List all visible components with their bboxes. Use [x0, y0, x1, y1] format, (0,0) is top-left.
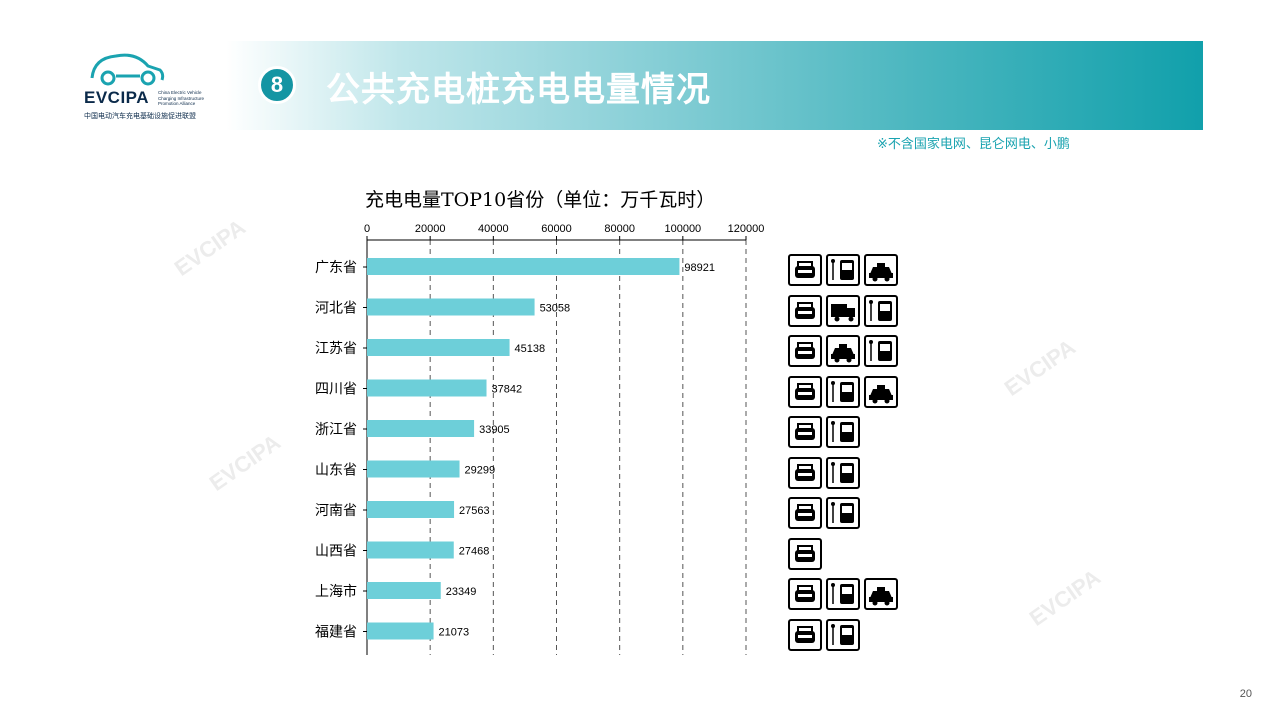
vehicle-icon-row	[788, 537, 822, 572]
bus-icon	[826, 578, 860, 610]
evcipa-logo: EVCIPA China Electric Vehicle Charging I…	[84, 48, 224, 124]
taxi-icon	[864, 578, 898, 610]
bar	[367, 339, 510, 356]
car-icon	[788, 497, 822, 529]
vehicle-icon-row	[788, 618, 860, 653]
car-icon	[788, 578, 822, 610]
bar	[367, 379, 487, 397]
vehicle-icon-row	[788, 375, 898, 410]
car-icon	[788, 254, 822, 286]
data-label: 29299	[465, 465, 496, 477]
bus-icon	[864, 335, 898, 367]
vehicle-icon-row	[788, 497, 860, 531]
category-label: 上海市	[315, 583, 357, 600]
bar	[367, 298, 535, 316]
data-label: 27563	[459, 505, 490, 517]
bus-icon	[864, 294, 898, 327]
car-icon	[788, 456, 822, 489]
section-number-badge: 8	[258, 66, 296, 104]
x-tick-label: 80000	[604, 223, 635, 235]
data-label: 53058	[540, 303, 571, 315]
bar-chart: 充电电量TOP10省份（单位：万千瓦时） 0 20000 40000 60000 8000…	[315, 189, 765, 655]
vehicle-icon-row	[788, 456, 860, 491]
car-icon	[788, 294, 822, 327]
bar	[367, 258, 680, 275]
bus-icon	[826, 497, 860, 529]
car-icon	[788, 335, 822, 367]
category-label: 福建省	[315, 625, 357, 641]
category-label: 河南省	[315, 503, 357, 519]
title-banner	[226, 41, 1203, 130]
category-label: 山西省	[315, 544, 357, 560]
taxi-icon	[864, 375, 898, 408]
page-title: 公共充电桩充电电量情况	[326, 70, 711, 110]
truck-icon	[826, 294, 860, 327]
category-label: 江苏省	[315, 341, 357, 357]
watermark: EVCIPA	[204, 429, 285, 496]
x-tick-label: 100000	[664, 223, 701, 235]
bar	[367, 420, 475, 437]
watermark: EVCIPA	[999, 334, 1080, 401]
bus-icon	[826, 618, 860, 651]
taxi-icon	[864, 254, 898, 286]
vehicle-icon-row	[788, 254, 898, 288]
logo-subtitle-cn: 中国电动汽车充电基础设施促进联盟	[84, 112, 196, 120]
vehicle-icon-row	[788, 335, 898, 369]
data-label: 98921	[684, 262, 715, 274]
category-label: 四川省	[315, 382, 357, 398]
data-label: 23349	[446, 586, 477, 598]
vehicle-icon-row	[788, 294, 898, 329]
page-number: 20	[1239, 688, 1252, 700]
category-label: 河北省	[315, 301, 357, 317]
x-tick-label: 0	[364, 223, 370, 235]
bar	[367, 582, 441, 599]
vehicle-icons-panel	[788, 254, 928, 654]
x-tick-label: 60000	[541, 223, 572, 235]
car-icon	[788, 537, 822, 570]
chart-title: 充电电量TOP10省份（单位：万千瓦时）	[365, 189, 715, 211]
bus-icon	[826, 456, 860, 489]
watermark: EVCIPA	[169, 214, 250, 281]
bus-icon	[826, 416, 860, 448]
footnote: ※不含国家电网、昆仑网电、小鹏	[877, 137, 1070, 152]
logo-wordmark: EVCIPA	[84, 88, 150, 107]
x-tick-label: 40000	[478, 223, 509, 235]
x-tick-label: 20000	[415, 223, 446, 235]
data-label: 21073	[439, 627, 470, 639]
bar	[367, 460, 460, 478]
car-icon	[788, 618, 822, 651]
car-icon	[788, 375, 822, 408]
bar	[367, 541, 454, 559]
bus-icon	[826, 254, 860, 286]
data-label: 27468	[459, 546, 490, 558]
watermark: EVCIPA	[1024, 564, 1105, 631]
vehicle-icon-row	[788, 578, 898, 612]
vehicle-icon-row	[788, 416, 860, 450]
taxi-icon	[826, 335, 860, 367]
category-label: 山东省	[315, 463, 357, 479]
category-label: 广东省	[315, 260, 357, 276]
data-label: 45138	[515, 343, 546, 355]
x-tick-label: 120000	[728, 223, 765, 235]
logo-subtitle-en: China Electric Vehicle Charging Infrastr…	[158, 90, 205, 106]
bus-icon	[826, 375, 860, 408]
bar	[367, 501, 455, 518]
car-icon	[788, 416, 822, 448]
data-label: 33905	[479, 424, 510, 436]
bar	[367, 622, 434, 640]
data-label: 37842	[492, 384, 523, 396]
category-label: 浙江省	[315, 422, 357, 438]
logo-car-icon	[90, 53, 165, 86]
